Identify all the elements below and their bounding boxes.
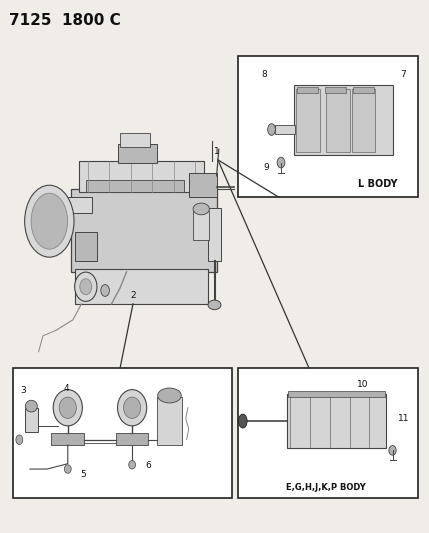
Text: 4: 4 [63,384,69,392]
Bar [157,397,182,445]
Bar [287,394,386,448]
Bar [275,125,295,134]
Ellipse shape [101,285,109,296]
Bar [79,161,204,192]
Bar [353,87,374,93]
Text: 7: 7 [400,70,406,79]
Bar [297,87,318,93]
Bar [116,433,148,445]
Ellipse shape [75,272,97,302]
Bar [120,133,150,147]
Bar [238,368,418,498]
Ellipse shape [208,300,221,310]
Text: 1: 1 [214,148,220,156]
Bar [66,197,92,213]
Ellipse shape [80,279,92,295]
Ellipse shape [59,397,76,418]
Ellipse shape [53,390,82,426]
Ellipse shape [193,203,209,215]
Bar [51,433,84,445]
Text: 3: 3 [21,386,27,395]
Ellipse shape [16,435,23,445]
Text: 10: 10 [357,381,368,389]
Ellipse shape [239,414,247,428]
Bar [13,368,232,498]
Ellipse shape [118,390,147,426]
Bar [86,180,184,192]
Bar [208,208,221,261]
Bar [25,408,38,432]
Ellipse shape [64,465,71,473]
Text: 5: 5 [81,470,87,479]
Bar [189,173,217,197]
Text: E,G,H,J,K,P BODY: E,G,H,J,K,P BODY [286,483,366,492]
Ellipse shape [389,446,396,455]
Text: 6: 6 [145,461,151,470]
Bar [294,85,393,155]
Text: 11: 11 [398,414,409,423]
Bar [325,87,346,93]
Bar [193,211,209,240]
Bar [75,269,208,304]
Bar [75,232,97,261]
Ellipse shape [25,400,37,412]
Bar [238,56,418,197]
Ellipse shape [129,461,136,469]
Bar [288,391,385,397]
Ellipse shape [277,157,285,168]
Ellipse shape [268,124,275,135]
Text: 7125  1800 C: 7125 1800 C [9,13,120,28]
Ellipse shape [124,397,141,418]
Bar [296,89,320,152]
Text: L BODY: L BODY [358,179,397,189]
Bar [326,89,350,152]
Bar [118,144,157,163]
Text: 8: 8 [261,70,267,79]
Text: 2: 2 [130,292,136,300]
Ellipse shape [25,185,74,257]
Bar [352,89,375,152]
Ellipse shape [158,388,181,403]
Bar [71,189,217,272]
Text: 9: 9 [263,164,269,172]
Ellipse shape [31,193,68,249]
